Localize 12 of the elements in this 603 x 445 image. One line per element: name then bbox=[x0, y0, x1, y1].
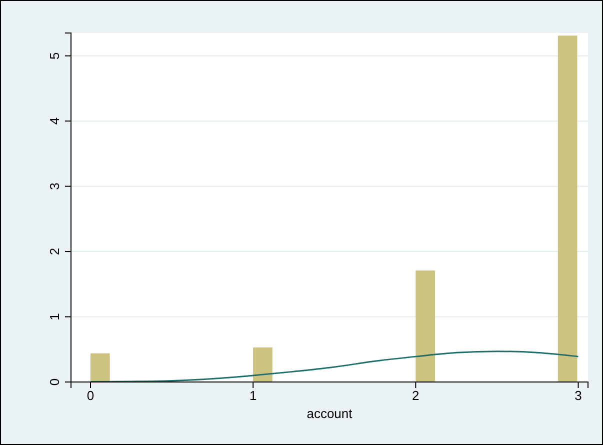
x-tick-label: 2 bbox=[412, 388, 420, 404]
y-tick-label: 5 bbox=[47, 52, 62, 60]
y-tick-label: 0 bbox=[47, 378, 62, 386]
y-tick-label: 1 bbox=[47, 313, 62, 320]
x-tick-label: 0 bbox=[86, 388, 94, 404]
x-tick-label: 3 bbox=[574, 388, 582, 404]
line-series bbox=[90, 350, 579, 383]
x-axis-title: account bbox=[306, 406, 353, 421]
y-tick-label: 2 bbox=[47, 248, 62, 256]
y-tick-label: 3 bbox=[47, 182, 62, 190]
y-tick-label: 4 bbox=[47, 117, 62, 125]
x-tick-label: 1 bbox=[249, 388, 257, 404]
